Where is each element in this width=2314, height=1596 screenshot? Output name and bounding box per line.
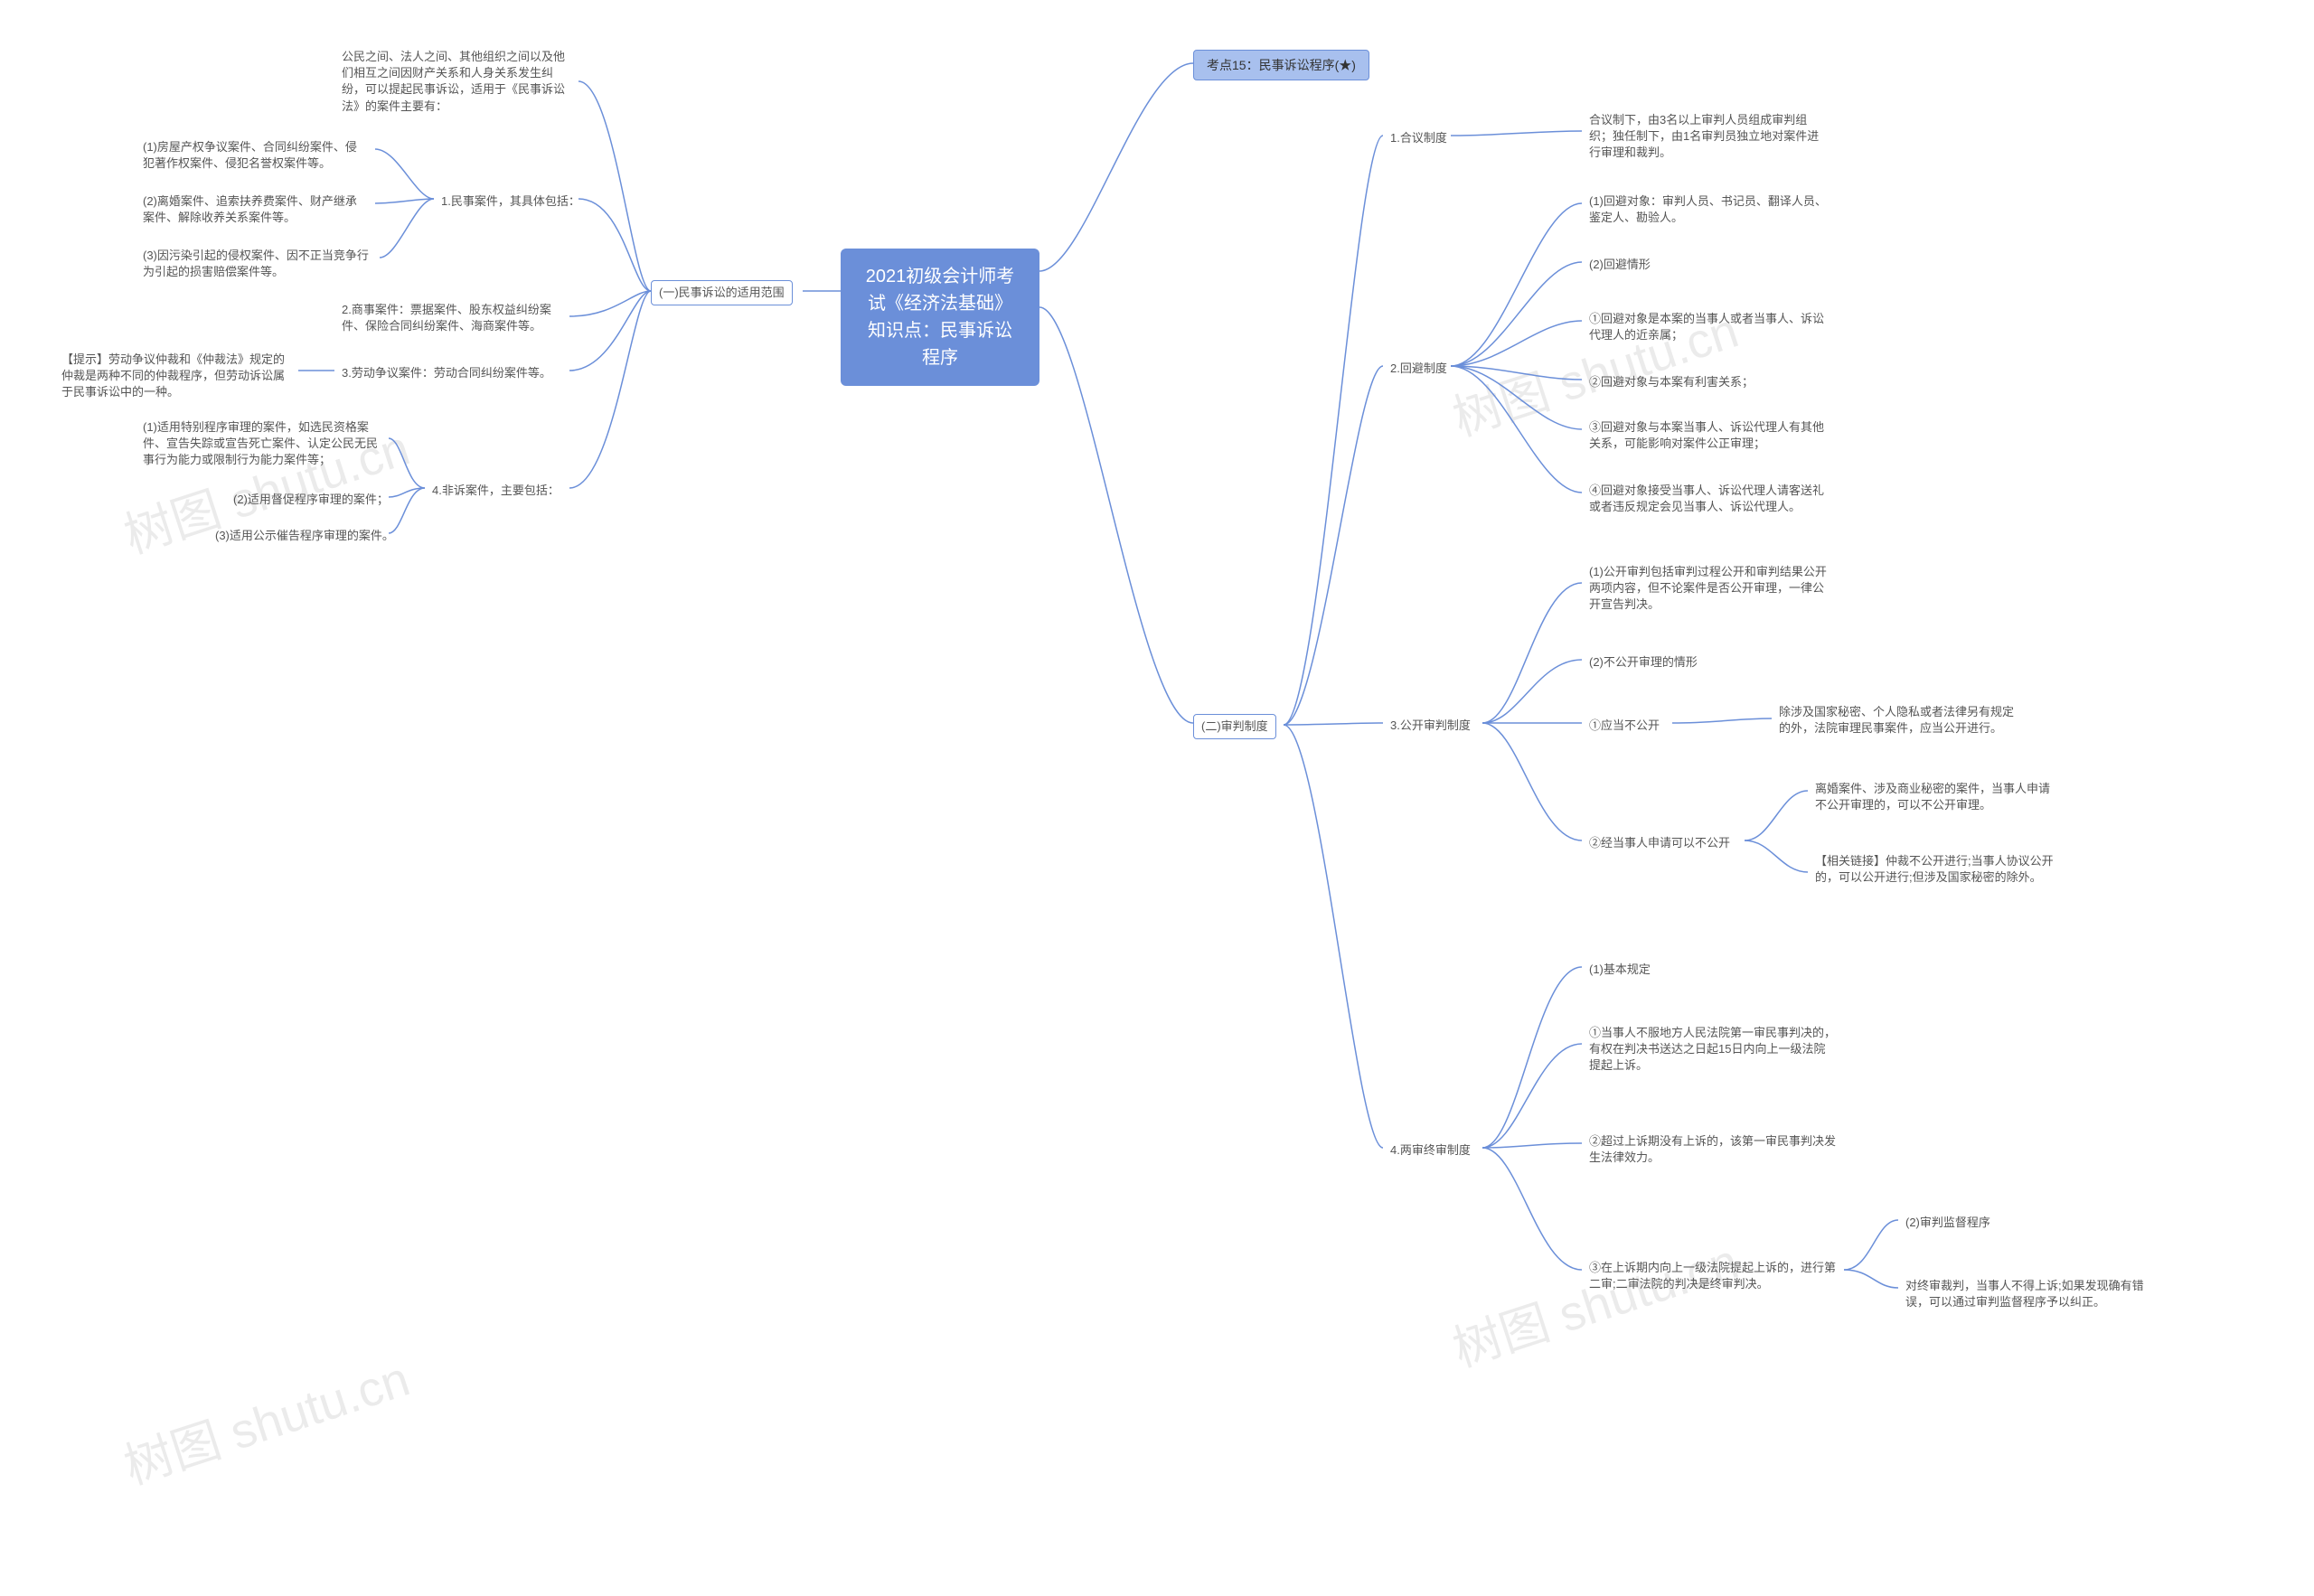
right-b2-c2: (2)回避情形 [1582, 253, 1658, 277]
right-b4-c3: ②超过上诉期没有上诉的，该第一审民事判决发生法律效力。 [1582, 1130, 1844, 1169]
right-b3-c1: (1)公开审判包括审判过程公开和审判结果公开两项内容，但不论案件是否公开审理，一… [1582, 560, 1835, 617]
watermark: 树图 shutu.cn [114, 1338, 418, 1497]
center-title: 2021初级会计师考试《经济法基础》知识点：民事诉讼程序 [841, 249, 1039, 386]
right-title: (二)审判制度 [1193, 714, 1276, 739]
right-b3-c4-label: ②经当事人申请可以不公开 [1582, 831, 1737, 855]
left-b1-c1: (1)房屋产权争议案件、合同纠纷案件、侵犯著作权案件、侵犯名誉权案件等。 [136, 136, 371, 175]
watermark: 树图 shutu.cn [1443, 1221, 1746, 1380]
right-b3-c4-d2: 【相关链接】仲裁不公开进行;当事人协议公开的，可以公开进行;但涉及国家秘密的除外… [1808, 850, 2061, 889]
right-b2-c1: (1)回避对象：审判人员、书记员、翻译人员、鉴定人、勘验人。 [1582, 190, 1835, 230]
right-b4-c2: ①当事人不服地方人民法院第一审民事判决的，有权在判决书送达之日起15日内向上一级… [1582, 1021, 1844, 1078]
right-b4-c4-d2: 对终审裁判，当事人不得上诉;如果发现确有错误，可以通过审判监督程序予以纠正。 [1898, 1274, 2151, 1314]
right-b4-c4-label: ③在上诉期内向上一级法院提起上诉的，进行第二审;二审法院的判决是终审判决。 [1582, 1256, 1844, 1296]
left-b3-label: 3.劳动争议案件：劳动合同纠纷案件等。 [334, 361, 559, 385]
left-b2: 2.商事案件：票据案件、股东权益纠纷案件、保险合同纠纷案件、海商案件等。 [334, 298, 569, 338]
left-b3-tip: 【提示】劳动争议仲裁和《仲裁法》规定的仲裁是两种不同的仲裁程序，但劳动诉讼属于民… [54, 348, 298, 405]
right-b4-c4-d1: (2)审判监督程序 [1898, 1211, 1998, 1235]
left-b1-c3: (3)因污染引起的侵权案件、因不正当竞争行为引起的损害赔偿案件等。 [136, 244, 380, 284]
right-b4-c1: (1)基本规定 [1582, 958, 1658, 981]
right-b2-c6: ④回避对象接受当事人、诉讼代理人请客送礼或者违反规定会见当事人、诉讼代理人。 [1582, 479, 1835, 519]
left-b4-c3: (3)适用公示催告程序审理的案件。 [208, 524, 401, 548]
right-b4-label: 4.两审终审制度 [1383, 1139, 1478, 1162]
right-b3-c3-label: ①应当不公开 [1582, 714, 1667, 737]
left-title: (一)民事诉讼的适用范围 [651, 280, 793, 305]
right-b2-c4: ②回避对象与本案有利害关系； [1582, 371, 1761, 394]
right-b3-c4-d1: 离婚案件、涉及商业秘密的案件，当事人申请不公开审理的，可以不公开审理。 [1808, 777, 2061, 817]
left-b1-c2: (2)离婚案件、追索扶养费案件、财产继承案件、解除收养关系案件等。 [136, 190, 371, 230]
right-b2-c3: ①回避对象是本案的当事人或者当事人、诉讼代理人的近亲属； [1582, 307, 1835, 347]
left-b4-label: 4.非诉案件，主要包括： [425, 479, 567, 502]
left-b4-c2: (2)适用督促程序审理的案件； [226, 488, 396, 512]
right-b2-label: 2.回避制度 [1383, 357, 1454, 380]
left-intro: 公民之间、法人之间、其他组织之间以及他们相互之间因财产关系和人身关系发生纠纷，可… [334, 45, 578, 118]
left-b1-label: 1.民事案件，其具体包括： [434, 190, 588, 213]
right-b2-c5: ③回避对象与本案当事人、诉讼代理人有其他关系，可能影响对案件公正审理； [1582, 416, 1835, 455]
right-b1-text: 合议制下，由3名以上审判人员组成审判组织；独任制下，由1名审判员独立地对案件进行… [1582, 108, 1835, 165]
right-b1-label: 1.合议制度 [1383, 127, 1454, 150]
left-b4-c1: (1)适用特别程序审理的案件，如选民资格案件、宣告失踪或宣告死亡案件、认定公民无… [136, 416, 389, 473]
right-highlight: 考点15：民事诉讼程序(★) [1193, 50, 1369, 80]
right-b3-c3-text: 除涉及国家秘密、个人隐私或者法律另有规定的外，法院审理民事案件，应当公开进行。 [1772, 700, 2025, 740]
right-b3-label: 3.公开审判制度 [1383, 714, 1478, 737]
right-b3-c2: (2)不公开审理的情形 [1582, 651, 1705, 674]
